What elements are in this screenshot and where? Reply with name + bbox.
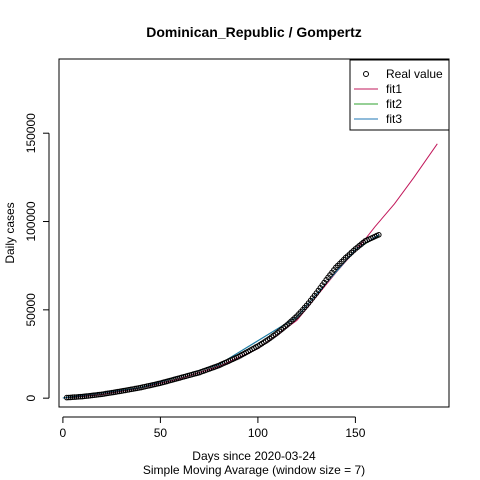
data-point [75,394,82,400]
data-point [67,394,74,401]
x-tick-label: 0 [60,426,67,440]
data-point [106,390,113,396]
data-point [85,393,92,399]
y-axis: 0 50000 100000 150000 [24,113,50,402]
data-point [81,393,88,400]
x-axis-sublabel: Simple Moving Avarage (window size = 7) [143,463,365,477]
x-tick-label: 150 [345,426,365,440]
data-point [71,394,78,400]
data-point [114,388,121,395]
series-points-real-value [64,232,382,401]
chart-title: Dominican_Republic / Gompertz [146,24,361,40]
data-point [97,391,103,398]
x-axis-label: Days since 2020-03-24 [192,449,316,463]
legend-marker-point [363,71,369,77]
y-axis-label: Daily cases [3,202,17,263]
legend-label: Real value [386,67,443,81]
y-tick-label: 50000 [24,293,38,327]
plot-frame [58,58,450,408]
data-point [136,385,142,391]
data-point [64,394,70,401]
x-axis: 0 50 100 150 [60,416,366,440]
data-point [103,390,109,397]
plot-area [62,143,438,401]
data-point [73,394,80,400]
series-line-fit2 [62,235,380,399]
data-point [91,392,97,399]
legend-label: fit2 [386,97,402,111]
data-point [89,392,95,399]
data-point [87,392,93,399]
x-tick-label: 100 [248,426,268,440]
x-tick-label: 50 [154,426,168,440]
series-line-fit3 [62,234,380,399]
legend-label: fit3 [386,112,402,126]
data-point [83,393,90,399]
data-point [69,394,76,401]
y-tick-label: 100000 [24,201,38,241]
data-point [66,394,72,401]
data-point [77,393,84,400]
y-tick-label: 0 [24,395,38,402]
data-point [95,391,101,398]
data-point [376,232,382,238]
legend-label: fit1 [386,82,402,96]
series-line-fit1 [62,143,438,399]
data-point [93,392,99,398]
y-tick-label: 150000 [24,113,38,153]
